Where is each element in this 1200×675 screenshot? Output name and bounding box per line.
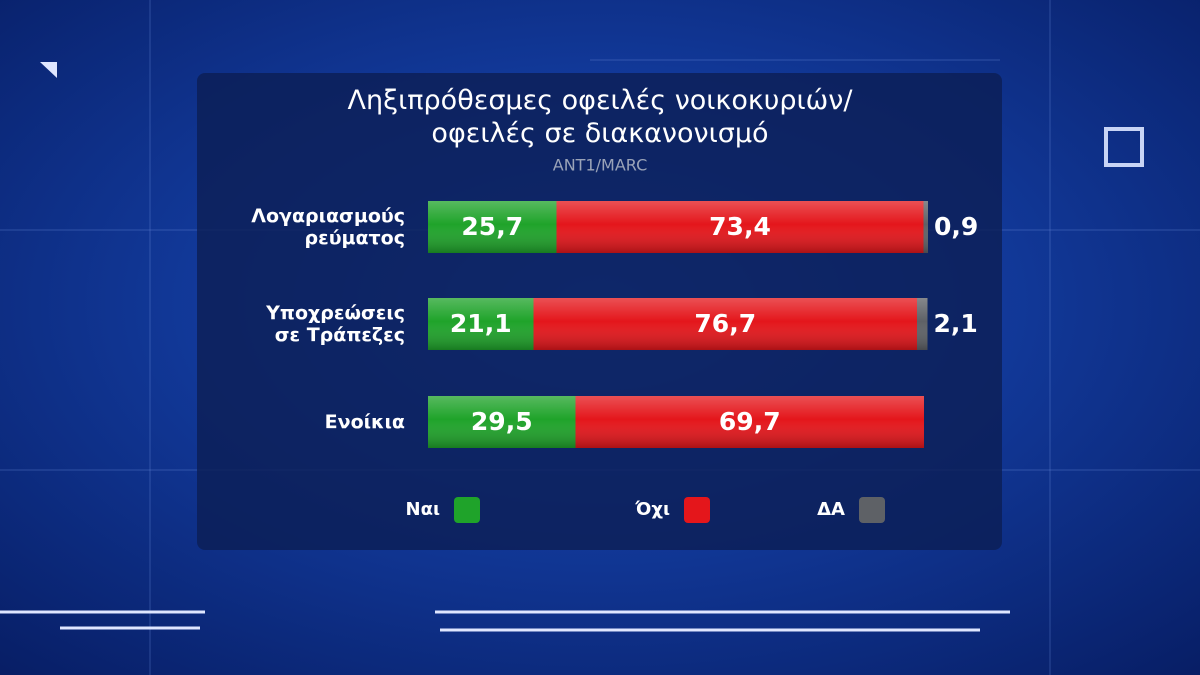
decoration-square [1104,127,1144,167]
chart-subtitle: ANT1/MARC [553,156,648,175]
category-box: Λογαριασμούς ρεύματος [251,205,405,249]
value-label: 69,7 [719,407,781,436]
category-box: Ενοίκια [324,411,405,433]
value-label: 2,1 [934,309,978,338]
value-label: 25,7 [461,212,523,241]
title-box: Ληξιπρόθεσμες οφειλές νοικοκυριών/ οφειλ… [347,85,853,149]
bar-shade [428,396,576,448]
category-label: Υποχρεώσεις σε Τράπεζες [266,302,405,346]
bar-shade [575,396,924,448]
value-label: 0,9 [934,212,978,241]
bar-shade [428,298,534,350]
bar-shade [917,298,928,350]
category-box: Υποχρεώσεις σε Τράπεζες [266,302,405,346]
legend-label: Ναι [406,499,440,520]
value-label: 76,7 [694,309,756,338]
legend-swatch [454,497,480,523]
value-label: 21,1 [450,309,512,338]
category-label: Ενοίκια [324,411,405,433]
bar-shade [923,201,928,253]
bar-shade [556,201,924,253]
decoration-triangle [40,62,57,78]
legend-swatch [684,497,710,523]
value-label: 29,5 [471,407,533,436]
bar-shade [533,298,917,350]
legend-swatch [859,497,885,523]
bar-shade [428,201,557,253]
category-label: Λογαριασμούς ρεύματος [251,205,405,249]
legend-label: ΔΑ [817,499,845,520]
chart-title: Ληξιπρόθεσμες οφειλές νοικοκυριών/ οφειλ… [347,85,853,149]
value-label: 73,4 [709,212,771,241]
decoration-lines [0,610,1010,632]
legend-label: Όχι [634,499,670,520]
